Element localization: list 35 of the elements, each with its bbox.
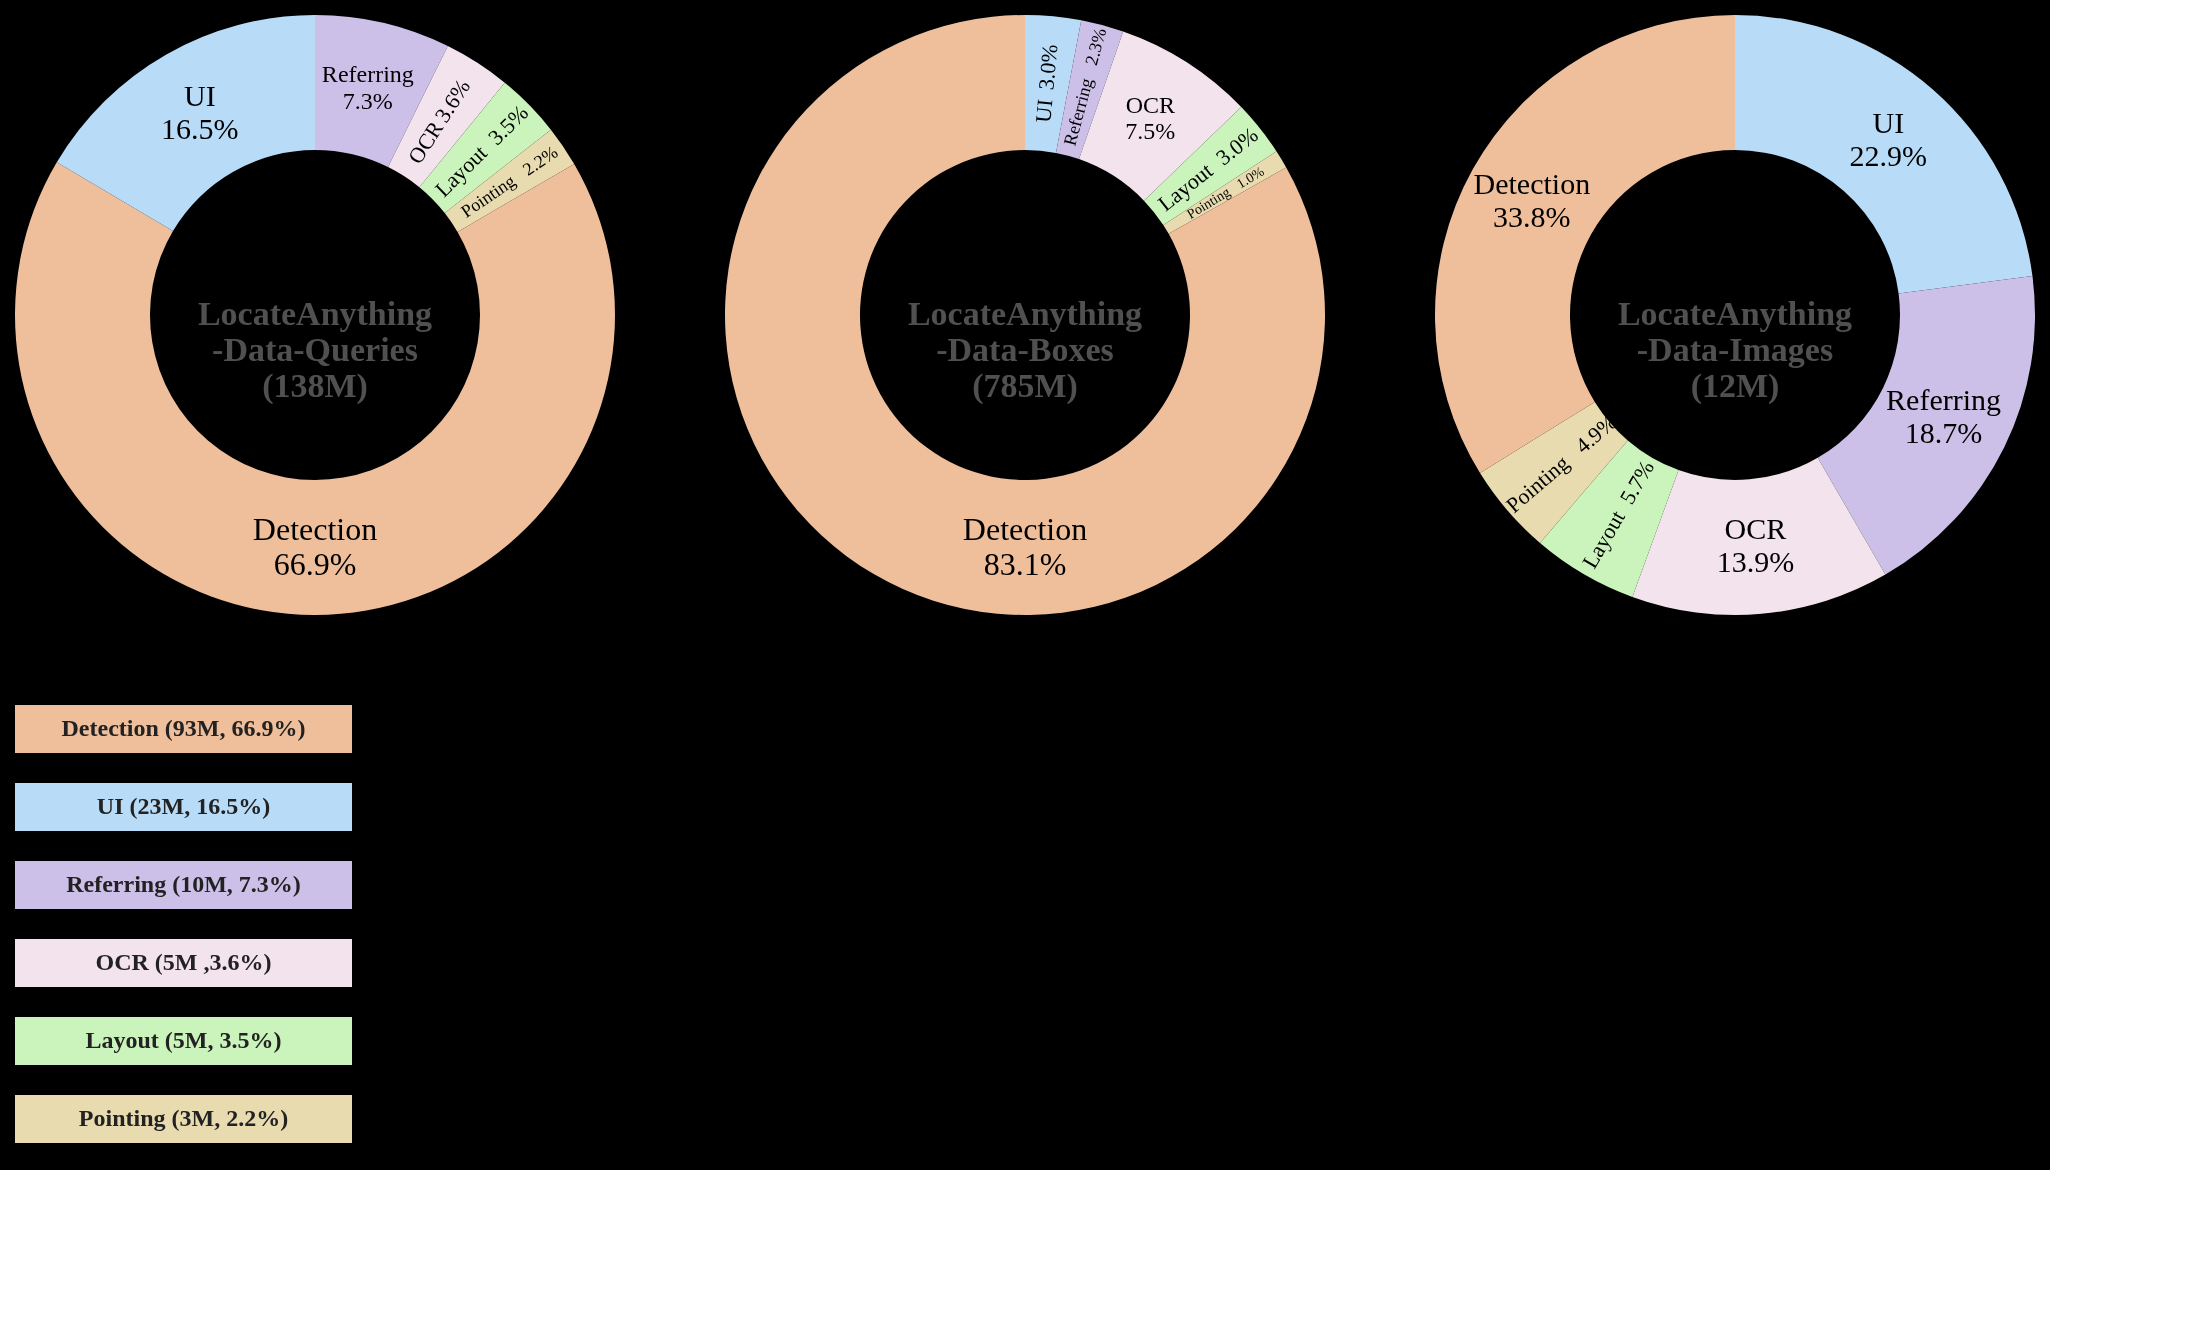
donut-slice: [56, 15, 315, 232]
data-label: 7.5%: [1125, 118, 1176, 145]
data-label: 2.3%: [1081, 25, 1111, 68]
data-label: 1.0%: [1234, 163, 1268, 192]
text: UI (23M, 16.5%): [96, 793, 271, 819]
donut-slice: [725, 15, 1325, 615]
text: Referring (10M, 7.3%): [66, 871, 301, 897]
slice-label: UI: [183, 78, 216, 112]
data-label: 22.9%: [1849, 138, 1928, 172]
data-label: 3.0%: [1033, 43, 1063, 92]
data-label: 33.8%: [1493, 200, 1571, 234]
slice-label: OCR: [1724, 512, 1787, 546]
data-label: 13.9%: [1716, 545, 1795, 579]
slice-label: UI: [1030, 98, 1058, 124]
text: Pointing (3M, 2.2%): [78, 1105, 289, 1131]
data-label: 83.1%: [983, 546, 1067, 583]
data-label: 66.9%: [273, 546, 357, 583]
text: LocateAnything -Data-Queries (138M): [197, 295, 433, 405]
text: LocateAnything -Data-Images (12M): [1617, 295, 1853, 405]
slice-label: Detection: [962, 510, 1088, 547]
text: OCR (5M ,3.6%): [95, 949, 272, 975]
slice-label: Referring: [321, 61, 414, 88]
slice-label: Detection: [252, 510, 378, 547]
data-label: 2.2%: [519, 141, 562, 180]
data-label: 16.5%: [161, 111, 239, 145]
text: LocateAnything -Data-Boxes (785M): [907, 295, 1143, 405]
slice-label: Referring: [1886, 383, 2002, 417]
donut-slice: [1735, 15, 2033, 294]
text: Detection (93M, 66.9%): [61, 715, 306, 741]
data-label: 7.3%: [342, 87, 393, 114]
slice-label: Detection: [1473, 167, 1591, 201]
data-label: 18.7%: [1904, 416, 1983, 450]
text: Layout (5M, 3.5%): [85, 1027, 282, 1053]
slice-label: OCR: [1125, 91, 1175, 118]
slice-label: UI: [1872, 105, 1905, 139]
